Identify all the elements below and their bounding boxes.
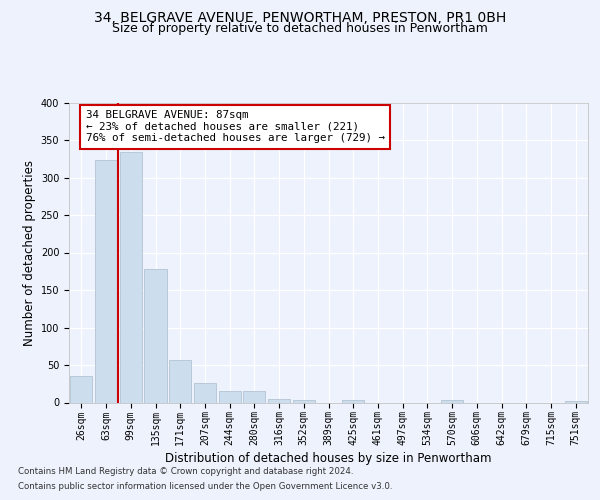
Bar (169, 360, 191, 403)
Text: Contains public sector information licensed under the Open Government Licence v3: Contains public sector information licen… (18, 482, 392, 491)
Text: 34, BELGRAVE AVENUE, PENWORTHAM, PRESTON, PR1 0BH: 34, BELGRAVE AVENUE, PENWORTHAM, PRESTON… (94, 11, 506, 25)
X-axis label: Distribution of detached houses by size in Penwortham: Distribution of detached houses by size … (165, 452, 492, 466)
Bar (70, 376, 92, 402)
Bar (194, 383, 216, 402)
Text: Contains HM Land Registry data © Crown copyright and database right 2024.: Contains HM Land Registry data © Crown c… (18, 467, 353, 476)
Y-axis label: Number of detached properties: Number of detached properties (23, 160, 37, 346)
Bar (268, 399, 290, 402)
Bar (243, 391, 265, 402)
Bar (342, 400, 364, 402)
Text: Size of property relative to detached houses in Penwortham: Size of property relative to detached ho… (112, 22, 488, 35)
Bar (119, 152, 142, 403)
Bar (441, 400, 463, 402)
Bar (95, 160, 117, 402)
Bar (565, 401, 587, 402)
Bar (145, 269, 167, 402)
Text: 34 BELGRAVE AVENUE: 87sqm
← 23% of detached houses are smaller (221)
76% of semi: 34 BELGRAVE AVENUE: 87sqm ← 23% of detac… (86, 110, 385, 143)
Bar (218, 391, 241, 402)
Bar (293, 400, 315, 402)
